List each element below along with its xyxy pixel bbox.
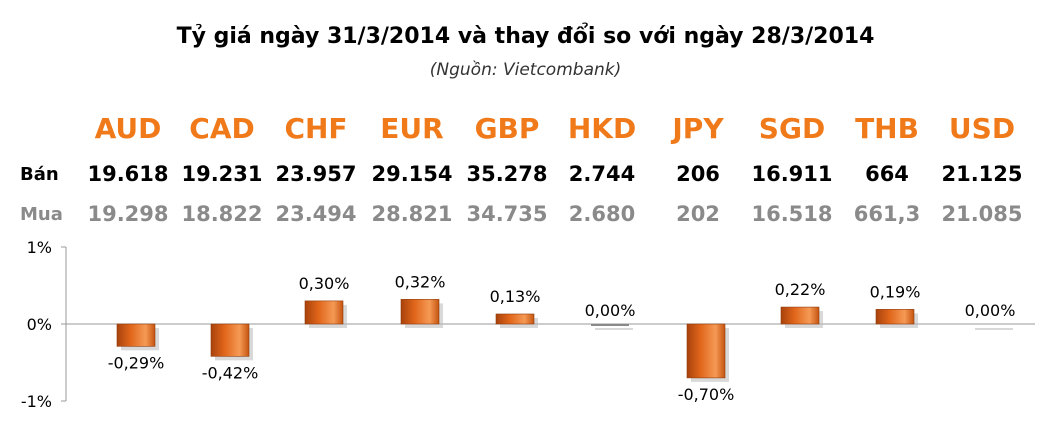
bar-thb [875,309,915,325]
buy-rate-cad: 18.822 [181,202,263,226]
currency-code-cad: CAD [189,112,255,145]
sell-rate-hkd: 2.744 [568,162,636,186]
sell-rate-jpy: 206 [676,162,720,186]
sell-rate-usd: 21.125 [941,162,1023,186]
sell-row-label: Bán [20,164,59,185]
bar-sgd [780,306,820,325]
sell-rate-aud: 19.618 [87,162,169,186]
bar-chf [304,300,344,325]
bar-cad [210,323,250,357]
sell-rate-sgd: 16.911 [751,162,833,186]
data-label-chf: 0,30% [299,274,350,293]
buy-rate-thb: 661,3 [853,202,921,226]
data-label-thb: 0,19% [870,282,921,301]
buy-rate-aud: 19.298 [87,202,169,226]
sell-rate-chf: 23.957 [275,162,357,186]
data-label-usd: 0,00% [965,301,1016,320]
buy-rate-gbp: 34.735 [466,202,548,226]
buy-rate-eur: 28.821 [371,202,453,226]
data-label-aud: -0,29% [108,353,165,372]
bar-eur [400,299,440,325]
currency-code-gbp: GBP [474,112,540,145]
buy-rate-chf: 23.494 [275,202,357,226]
sell-rate-gbp: 35.278 [466,162,548,186]
buy-rate-hkd: 2.680 [568,202,636,226]
data-label-eur: 0,32% [395,272,446,291]
currency-code-thb: THB [855,112,919,145]
y-tick-label: 0% [27,315,52,334]
currency-code-hkd: HKD [567,112,637,145]
buy-row-label: Mua [20,204,63,225]
currency-code-eur: EUR [380,112,444,145]
buy-rate-usd: 21.085 [941,202,1023,226]
y-tick-label: -1% [21,392,52,411]
currency-code-jpy: JPY [672,112,724,145]
sell-rate-thb: 664 [865,162,909,186]
bar-shadow [595,328,633,330]
currency-code-sgd: SGD [758,112,826,145]
buy-rate-jpy: 202 [676,202,720,226]
bar-aud [116,323,156,347]
bar-gbp [495,313,535,325]
currency-code-usd: USD [948,112,1016,145]
bar-jpy [686,323,726,379]
bar-shadow [975,328,1013,330]
data-label-sgd: 0,22% [775,280,826,299]
data-label-jpy: -0,70% [678,385,735,404]
currency-code-aud: AUD [94,112,162,145]
chart-source: (Nguồn: Vietcombank) [429,60,622,80]
data-label-cad: -0,42% [202,363,259,382]
currency-code-chf: CHF [284,112,348,145]
data-label-gbp: 0,13% [490,287,541,306]
bar-hkd [591,324,629,326]
data-label-hkd: 0,00% [585,301,636,320]
buy-rate-sgd: 16.518 [751,202,833,226]
sell-rate-cad: 19.231 [181,162,263,186]
sell-rate-eur: 29.154 [371,162,453,186]
y-tick-label: 1% [27,238,52,257]
chart-title: Tỷ giá ngày 31/3/2014 và thay đổi so với… [176,24,875,49]
